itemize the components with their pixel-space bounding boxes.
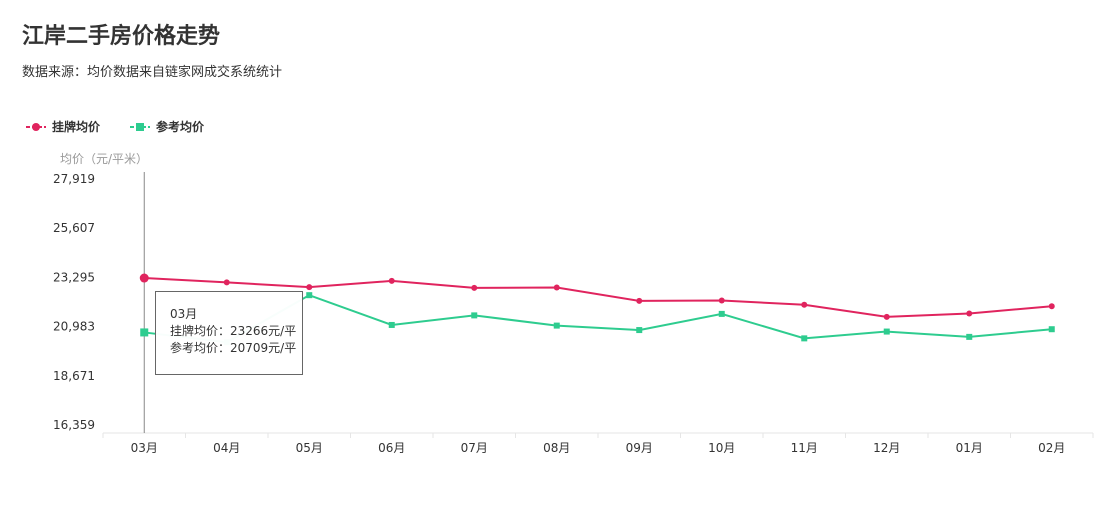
data-point [306, 292, 313, 299]
data-point [883, 328, 890, 335]
tooltip-listing-price: 挂牌均价：23266元/平 [170, 324, 297, 338]
data-point [636, 327, 643, 334]
legend-swatch-reference [130, 122, 151, 131]
data-point [966, 310, 973, 317]
data-point [1048, 326, 1055, 333]
x-tick-label: 09月 [626, 441, 653, 455]
data-point [223, 279, 230, 286]
data-point [553, 322, 560, 329]
legend-swatch-listing [26, 122, 46, 131]
series-line-0 [144, 277, 1052, 318]
x-tick-label: 04月 [213, 441, 240, 455]
y-tick-label: 20,983 [53, 320, 95, 334]
x-tick-label: 01月 [956, 441, 983, 455]
data-point [883, 313, 890, 320]
data-point [471, 312, 478, 319]
legend-label-listing: 挂牌均价 [52, 120, 101, 134]
data-point [388, 321, 395, 328]
y-tick-label: 27,919 [53, 172, 95, 186]
data-point [801, 301, 808, 308]
x-tick-label: 12月 [873, 441, 900, 455]
y-tick-label: 16,359 [53, 418, 95, 432]
x-tick-label: 08月 [543, 441, 570, 455]
x-tick-label: 05月 [296, 441, 323, 455]
data-point [1048, 303, 1055, 310]
x-tick-label: 11月 [791, 441, 818, 455]
data-point [140, 328, 149, 337]
legend-label-reference: 参考均价 [156, 120, 205, 134]
y-tick-label: 25,607 [53, 221, 95, 235]
data-point [388, 277, 395, 284]
legend-item-reference[interactable]: 参考均价 [130, 118, 204, 135]
legend: 挂牌均价 参考均价 [26, 118, 204, 135]
data-point [139, 273, 149, 283]
legend-item-listing[interactable]: 挂牌均价 [26, 118, 100, 135]
chart-title: 江岸二手房价格走势 [22, 24, 221, 49]
data-point [636, 297, 643, 304]
x-tick-label: 06月 [378, 441, 405, 455]
x-tick-label: 02月 [1038, 441, 1065, 455]
y-axis-label: 均价（元/平米） [60, 152, 148, 166]
data-point [553, 284, 560, 291]
data-point [801, 335, 808, 342]
x-tick-label: 03月 [131, 441, 158, 455]
data-point [966, 333, 973, 340]
data-point [718, 310, 725, 317]
y-tick-label: 18,671 [53, 369, 95, 383]
tooltip: 03月 挂牌均价：23266元/平 参考均价：20709元/平 [155, 291, 303, 375]
chart-subtitle: 数据来源：均价数据来自链家网成交系统统计 [22, 65, 283, 80]
tooltip-month: 03月 [170, 307, 198, 321]
x-tick-label: 07月 [461, 441, 488, 455]
x-tick-label: 10月 [708, 441, 735, 455]
y-tick-label: 23,295 [53, 270, 95, 284]
data-point [471, 284, 478, 291]
data-point [718, 297, 725, 304]
data-point [306, 284, 313, 291]
tooltip-reference-price: 参考均价：20709元/平 [170, 341, 297, 355]
